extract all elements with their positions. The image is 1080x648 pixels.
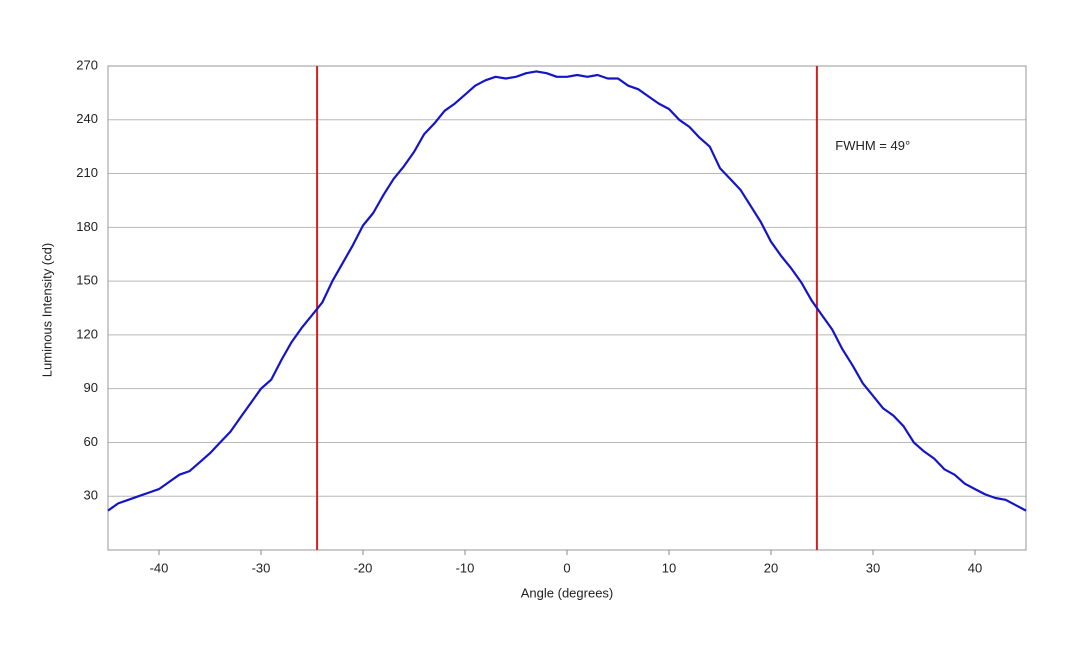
y-tick-label: 30 <box>84 488 98 503</box>
y-tick-label: 180 <box>76 219 98 234</box>
annotation: FWHM = 49° <box>835 138 910 153</box>
x-tick-label: 0 <box>563 560 570 575</box>
data-line <box>107 70 1027 512</box>
y-tick-label: 270 <box>76 57 98 72</box>
x-axis-label: Angle (degrees) <box>521 585 614 600</box>
x-tick-label: -20 <box>354 560 373 575</box>
x-tick-label: -40 <box>150 560 169 575</box>
y-tick-label: 150 <box>76 273 98 288</box>
x-tick-label: 40 <box>968 560 982 575</box>
y-tick-label: 240 <box>76 111 98 126</box>
y-tick-label: 90 <box>84 380 98 395</box>
y-tick-label: 120 <box>76 326 98 341</box>
x-tick-label: -10 <box>456 560 475 575</box>
plot-frame <box>107 65 1027 551</box>
x-tick-label: 10 <box>662 560 676 575</box>
y-axis-label: Luminous Intensity (cd) <box>39 243 54 377</box>
x-tick-label: 20 <box>764 560 778 575</box>
y-tick-label: 210 <box>76 165 98 180</box>
x-tick-label: 30 <box>866 560 880 575</box>
y-tick-label: 60 <box>84 434 98 449</box>
x-tick-label: -30 <box>252 560 271 575</box>
